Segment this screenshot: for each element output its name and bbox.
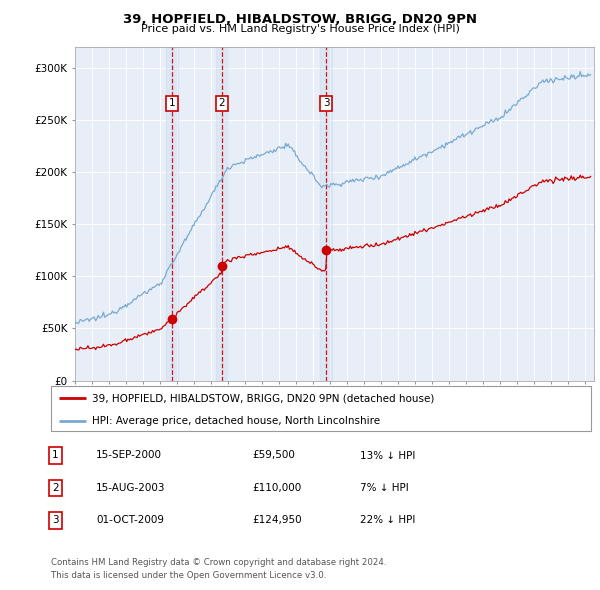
Text: 15-AUG-2003: 15-AUG-2003 [96, 483, 166, 493]
Text: 1: 1 [52, 451, 59, 460]
Bar [216, 47, 227, 381]
Text: This data is licensed under the Open Government Licence v3.0.: This data is licensed under the Open Gov… [51, 571, 326, 580]
Text: 2: 2 [218, 99, 225, 109]
Text: 39, HOPFIELD, HIBALDSTOW, BRIGG, DN20 9PN: 39, HOPFIELD, HIBALDSTOW, BRIGG, DN20 9P… [123, 13, 477, 26]
Text: 13% ↓ HPI: 13% ↓ HPI [360, 451, 415, 460]
Text: Price paid vs. HM Land Registry's House Price Index (HPI): Price paid vs. HM Land Registry's House … [140, 24, 460, 34]
Text: 39, HOPFIELD, HIBALDSTOW, BRIGG, DN20 9PN (detached house): 39, HOPFIELD, HIBALDSTOW, BRIGG, DN20 9P… [91, 394, 434, 404]
Bar [166, 47, 178, 381]
Text: 2: 2 [52, 483, 59, 493]
Bar [320, 47, 332, 381]
Text: 01-OCT-2009: 01-OCT-2009 [96, 516, 164, 525]
Text: 3: 3 [52, 516, 59, 525]
Text: 1: 1 [169, 99, 175, 109]
FancyBboxPatch shape [51, 386, 591, 431]
Text: £59,500: £59,500 [252, 451, 295, 460]
Text: £124,950: £124,950 [252, 516, 302, 525]
Text: Contains HM Land Registry data © Crown copyright and database right 2024.: Contains HM Land Registry data © Crown c… [51, 558, 386, 566]
Text: 3: 3 [323, 99, 329, 109]
Text: 7% ↓ HPI: 7% ↓ HPI [360, 483, 409, 493]
Text: 22% ↓ HPI: 22% ↓ HPI [360, 516, 415, 525]
Text: HPI: Average price, detached house, North Lincolnshire: HPI: Average price, detached house, Nort… [91, 416, 380, 426]
Text: 15-SEP-2000: 15-SEP-2000 [96, 451, 162, 460]
Text: £110,000: £110,000 [252, 483, 301, 493]
